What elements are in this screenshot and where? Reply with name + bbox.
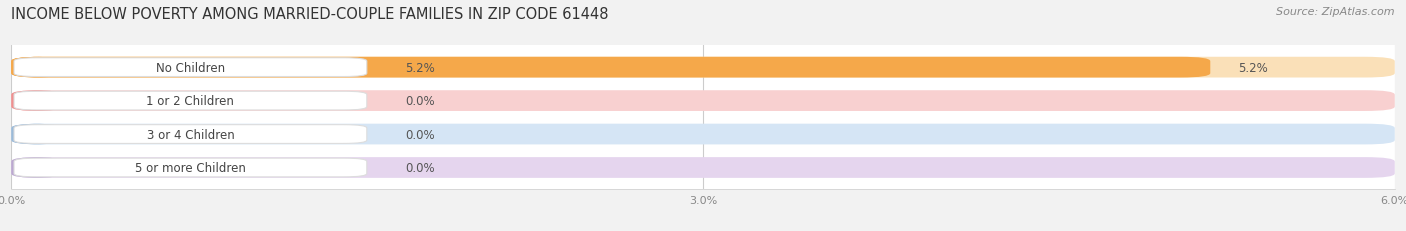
Text: No Children: No Children <box>156 61 225 74</box>
Text: 5.2%: 5.2% <box>405 61 436 74</box>
Text: 5.2%: 5.2% <box>1237 61 1268 74</box>
FancyBboxPatch shape <box>14 58 367 77</box>
FancyBboxPatch shape <box>14 158 367 177</box>
FancyBboxPatch shape <box>11 124 1395 145</box>
Text: 0.0%: 0.0% <box>405 161 436 174</box>
FancyBboxPatch shape <box>11 91 1395 112</box>
FancyBboxPatch shape <box>11 158 1395 178</box>
Text: 0.0%: 0.0% <box>405 95 436 108</box>
FancyBboxPatch shape <box>11 158 62 178</box>
FancyBboxPatch shape <box>11 91 62 112</box>
Text: 1 or 2 Children: 1 or 2 Children <box>146 95 235 108</box>
FancyBboxPatch shape <box>11 58 1211 78</box>
FancyBboxPatch shape <box>14 92 367 110</box>
FancyBboxPatch shape <box>11 58 1395 78</box>
Text: 5 or more Children: 5 or more Children <box>135 161 246 174</box>
Text: INCOME BELOW POVERTY AMONG MARRIED-COUPLE FAMILIES IN ZIP CODE 61448: INCOME BELOW POVERTY AMONG MARRIED-COUPL… <box>11 7 609 22</box>
FancyBboxPatch shape <box>11 124 62 145</box>
Text: 0.0%: 0.0% <box>405 128 436 141</box>
Text: Source: ZipAtlas.com: Source: ZipAtlas.com <box>1277 7 1395 17</box>
FancyBboxPatch shape <box>14 125 367 144</box>
FancyBboxPatch shape <box>11 58 62 78</box>
Text: 3 or 4 Children: 3 or 4 Children <box>146 128 235 141</box>
